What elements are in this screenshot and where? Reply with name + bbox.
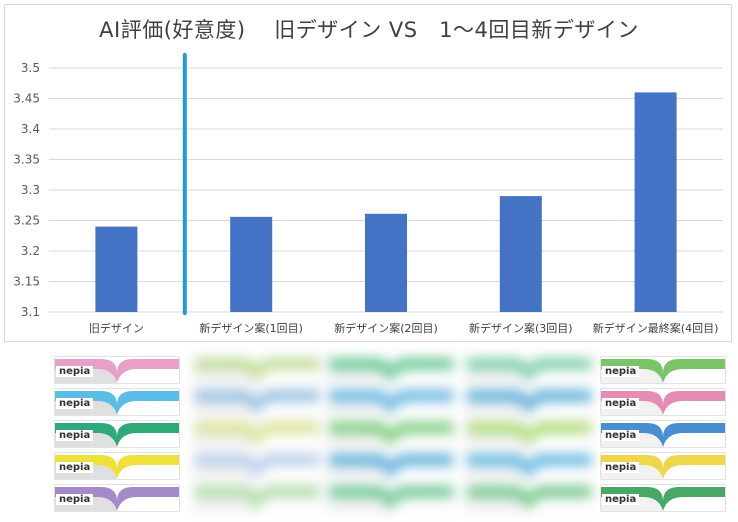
package-box bbox=[328, 356, 454, 384]
package-wave bbox=[467, 359, 591, 383]
package-box bbox=[194, 420, 320, 448]
package-box bbox=[328, 388, 454, 416]
x-tick-label: 新デザイン最終案(4回目) bbox=[593, 321, 719, 335]
package-wave bbox=[195, 359, 319, 383]
x-tick-label: 新デザイン案(3回目) bbox=[469, 321, 573, 335]
package-thumbnail bbox=[326, 352, 454, 518]
package-thumbnail bbox=[192, 352, 320, 518]
package-wave bbox=[467, 423, 591, 447]
brand-logo: nepia bbox=[602, 494, 640, 505]
package-box bbox=[54, 356, 180, 384]
bar bbox=[230, 216, 273, 312]
package-box bbox=[466, 484, 592, 512]
brand-logo: nepia bbox=[56, 430, 94, 441]
y-tick-label: 3.15 bbox=[13, 275, 40, 289]
package-box bbox=[466, 452, 592, 480]
brand-logo: nepia bbox=[602, 366, 640, 377]
package-wave bbox=[195, 391, 319, 415]
package-wave bbox=[329, 487, 453, 511]
bars bbox=[95, 92, 677, 313]
bar bbox=[634, 92, 677, 313]
package-wave bbox=[195, 423, 319, 447]
package-box bbox=[328, 420, 454, 448]
package-thumbnail: nepia nepia nepia nepia nepia bbox=[52, 352, 180, 518]
bar-chart: AI評価(好意度) 旧デザイン VS 1～4回目新デザイン 3.1 3.15 3.2… bbox=[13, 18, 723, 335]
package-box bbox=[328, 484, 454, 512]
package-wave bbox=[467, 391, 591, 415]
brand-logo: nepia bbox=[602, 398, 640, 409]
package-box bbox=[194, 388, 320, 416]
package-box bbox=[328, 452, 454, 480]
brand-logo: nepia bbox=[56, 494, 94, 505]
package-box bbox=[466, 420, 592, 448]
brand-logo: nepia bbox=[56, 366, 94, 377]
package-wave bbox=[467, 455, 591, 479]
y-tick-label: 3.3 bbox=[21, 183, 40, 197]
package-wave bbox=[195, 455, 319, 479]
y-tick-label: 3.4 bbox=[21, 122, 40, 136]
y-tick-label: 3.25 bbox=[13, 214, 40, 228]
package-box bbox=[194, 452, 320, 480]
package-thumbnail: nepia nepia nepia nepia nepia bbox=[598, 352, 726, 518]
package-wave bbox=[329, 359, 453, 383]
brand-logo: nepia bbox=[602, 430, 640, 441]
chart-title: AI評価(好意度) 旧デザイン VS 1～4回目新デザイン bbox=[99, 18, 639, 42]
y-axis-ticks: 3.1 3.15 3.2 3.25 3.3 3.35 3.4 3.45 3.5 bbox=[13, 61, 40, 319]
package-box bbox=[466, 356, 592, 384]
x-axis-labels: 旧デザイン 新デザイン案(1回目) 新デザイン案(2回目) 新デザイン案(3回目) 新デ… bbox=[89, 321, 718, 335]
y-tick-label: 3.2 bbox=[21, 244, 40, 258]
package-box bbox=[194, 484, 320, 512]
x-tick-label: 新デザイン案(2回目) bbox=[334, 321, 438, 335]
package-wave bbox=[329, 423, 453, 447]
package-thumbnail bbox=[464, 352, 592, 518]
bar bbox=[365, 213, 407, 312]
x-tick-label: 新デザイン案(1回目) bbox=[199, 321, 303, 335]
package-wave bbox=[195, 487, 319, 511]
bar bbox=[499, 196, 542, 312]
package-wave bbox=[467, 487, 591, 511]
x-tick-label: 旧デザイン bbox=[89, 321, 144, 335]
package-wave bbox=[329, 391, 453, 415]
package-box bbox=[194, 356, 320, 384]
brand-logo: nepia bbox=[56, 462, 94, 473]
y-tick-label: 3.5 bbox=[21, 61, 40, 75]
y-tick-label: 3.45 bbox=[13, 92, 40, 106]
y-tick-label: 3.1 bbox=[21, 305, 40, 319]
package-wave bbox=[329, 455, 453, 479]
package-box bbox=[466, 388, 592, 416]
grid-lines bbox=[49, 67, 723, 313]
y-tick-label: 3.35 bbox=[13, 153, 40, 167]
bar bbox=[95, 226, 138, 312]
brand-logo: nepia bbox=[56, 398, 94, 409]
chart-frame: AI評価(好意度) 旧デザイン VS 1～4回目新デザイン 3.1 3.15 3.2… bbox=[4, 4, 732, 342]
brand-logo: nepia bbox=[602, 462, 640, 473]
